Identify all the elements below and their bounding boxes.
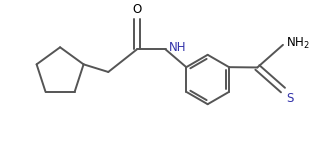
Text: NH: NH [169, 41, 187, 54]
Text: S: S [286, 92, 293, 105]
Text: O: O [132, 3, 141, 16]
Text: NH$_2$: NH$_2$ [286, 36, 310, 51]
